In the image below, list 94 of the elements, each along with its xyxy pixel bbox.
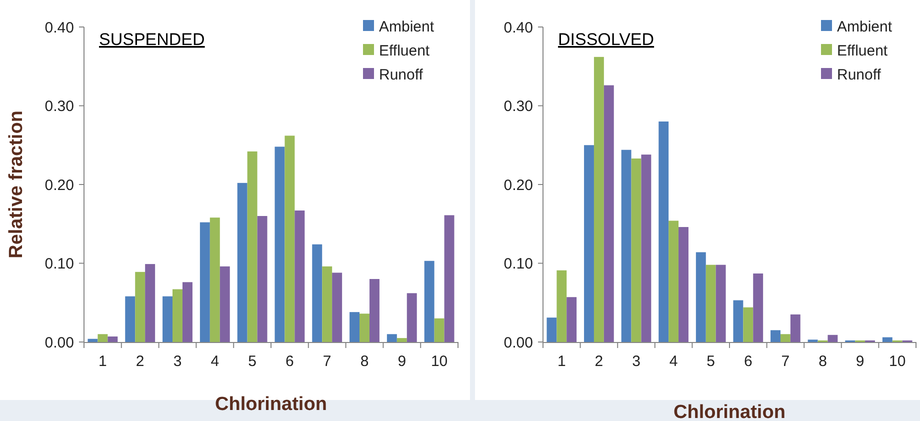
y-tick-label: 0.10 — [44, 256, 74, 272]
bar — [284, 136, 295, 342]
x-tick-label: 6 — [744, 353, 752, 370]
x-axis-title: Chlorination — [215, 394, 327, 415]
bar — [145, 264, 156, 342]
bar — [135, 272, 146, 342]
chart-title: DISSOLVED — [558, 30, 654, 49]
bar — [274, 146, 285, 342]
bar — [257, 216, 268, 342]
x-tick-label: 9 — [856, 353, 864, 370]
bar — [631, 158, 642, 342]
legend-label: Effluent — [837, 42, 888, 60]
bar — [332, 272, 342, 342]
y-tick-label: 0.00 — [504, 334, 533, 352]
bar — [780, 334, 790, 342]
x-tick-label: 5 — [706, 353, 716, 370]
bar — [182, 282, 192, 342]
bar — [434, 318, 444, 342]
y-tick-label: 0.00 — [44, 334, 74, 352]
bar — [210, 218, 220, 342]
bar — [733, 300, 744, 342]
legend-label: Effluent — [379, 42, 430, 60]
x-tick-label: 4 — [669, 353, 678, 370]
bar — [444, 215, 454, 342]
x-tick-label: 7 — [781, 353, 790, 370]
bar — [668, 220, 679, 342]
y-tick-label: 0.10 — [504, 256, 533, 272]
x-tick-label: 10 — [889, 353, 906, 370]
bar — [790, 314, 800, 342]
bar — [312, 244, 322, 342]
y-axis-title: Relative fraction — [6, 110, 27, 258]
bar — [386, 334, 397, 342]
bar — [108, 336, 118, 342]
bar — [882, 337, 892, 342]
bar — [350, 312, 360, 342]
bar — [828, 334, 838, 342]
bar — [247, 151, 258, 342]
bar — [743, 307, 754, 342]
bar — [706, 264, 716, 342]
x-tick-label: 10 — [430, 353, 448, 370]
x-tick-label: 8 — [818, 353, 827, 370]
bar — [566, 297, 577, 342]
x-tick-label: 2 — [594, 353, 604, 370]
bar — [556, 270, 567, 342]
x-tick-label: 8 — [360, 353, 369, 370]
bar — [294, 210, 305, 342]
bar — [369, 279, 380, 342]
bar — [641, 154, 652, 342]
bar — [546, 318, 557, 342]
bar — [237, 182, 248, 342]
chart-title: SUSPENDED — [99, 30, 205, 49]
y-tick-label: 0.30 — [504, 98, 533, 115]
bar — [753, 273, 764, 342]
bar — [360, 314, 370, 342]
legend-label: Ambient — [837, 18, 893, 36]
bar — [220, 266, 230, 342]
bar — [200, 222, 210, 342]
bar — [678, 227, 688, 342]
bar — [162, 296, 173, 342]
x-tick-label: 1 — [557, 353, 566, 370]
bar — [424, 260, 434, 342]
bar — [621, 150, 632, 342]
bar — [322, 266, 332, 342]
x-tick-label: 4 — [210, 353, 220, 370]
y-tick-label: 0.40 — [504, 19, 533, 36]
x-tick-label: 9 — [398, 353, 406, 370]
x-tick-label: 2 — [136, 353, 144, 370]
bar — [770, 330, 780, 342]
y-tick-label: 0.40 — [44, 19, 74, 36]
bar — [172, 289, 182, 342]
bar — [696, 252, 706, 342]
y-tick-label: 0.20 — [504, 176, 533, 194]
x-tick-label: 5 — [248, 353, 256, 370]
legend-label: Runoff — [379, 66, 424, 84]
legend-label: Ambient — [379, 18, 435, 36]
bar — [406, 293, 417, 342]
bar — [396, 338, 407, 342]
x-tick-label: 3 — [173, 353, 182, 370]
bar — [125, 296, 136, 342]
bar — [604, 85, 614, 342]
y-tick-label: 0.20 — [44, 176, 74, 194]
x-tick-label: 7 — [322, 353, 332, 370]
bar — [584, 145, 594, 342]
x-tick-label: 6 — [286, 353, 294, 370]
bar — [658, 122, 669, 342]
x-tick-label: 3 — [632, 353, 640, 370]
x-axis-title: Chlorination — [674, 402, 786, 421]
bar — [716, 264, 726, 342]
bar — [88, 338, 98, 342]
bar — [594, 56, 604, 342]
x-tick-label: 1 — [98, 353, 107, 370]
bar — [98, 334, 108, 342]
legend-label: Runoff — [837, 66, 882, 84]
y-tick-label: 0.30 — [44, 98, 74, 115]
